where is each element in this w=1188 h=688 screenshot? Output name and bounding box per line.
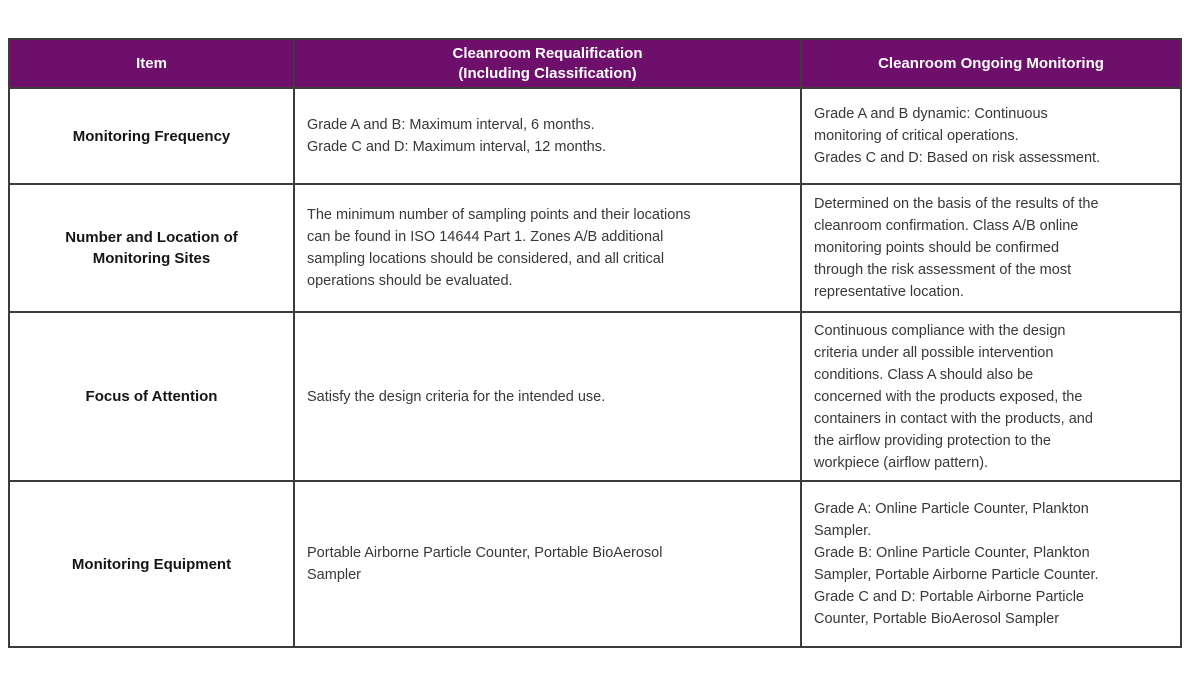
- table-header-row: Item Cleanroom Requalification (Includin…: [8, 38, 1182, 89]
- cell-monitoring-frequency-requalification: Grade A and B: Maximum interval, 6 month…: [293, 87, 802, 185]
- cell-focus-ongoing: Continuous compliance with the design cr…: [800, 311, 1182, 482]
- cell-equipment-requalification: Portable Airborne Particle Counter, Port…: [293, 480, 802, 648]
- row-label-monitoring-frequency: Monitoring Frequency: [8, 87, 295, 185]
- cell-equipment-ongoing: Grade A: Online Particle Counter, Plankt…: [800, 480, 1182, 648]
- column-header-ongoing-monitoring: Cleanroom Ongoing Monitoring: [800, 38, 1182, 89]
- cell-monitoring-frequency-ongoing: Grade A and B dynamic: Continuous monito…: [800, 87, 1182, 185]
- table-row-number-location-sites: Number and Location of Monitoring Sites …: [8, 183, 1182, 313]
- row-label-number-location-sites: Number and Location of Monitoring Sites: [8, 183, 295, 313]
- cleanroom-comparison-table: Item Cleanroom Requalification (Includin…: [8, 38, 1182, 648]
- cell-number-location-requalification: The minimum number of sampling points an…: [293, 183, 802, 313]
- table-row-monitoring-equipment: Monitoring Equipment Portable Airborne P…: [8, 480, 1182, 648]
- column-header-item: Item: [8, 38, 295, 89]
- row-label-monitoring-equipment: Monitoring Equipment: [8, 480, 295, 648]
- table-row-monitoring-frequency: Monitoring Frequency Grade A and B: Maxi…: [8, 87, 1182, 185]
- table-row-focus-of-attention: Focus of Attention Satisfy the design cr…: [8, 311, 1182, 482]
- cell-number-location-ongoing: Determined on the basis of the results o…: [800, 183, 1182, 313]
- cell-focus-requalification: Satisfy the design criteria for the inte…: [293, 311, 802, 482]
- row-label-focus-of-attention: Focus of Attention: [8, 311, 295, 482]
- column-header-requalification: Cleanroom Requalification (Including Cla…: [293, 38, 802, 89]
